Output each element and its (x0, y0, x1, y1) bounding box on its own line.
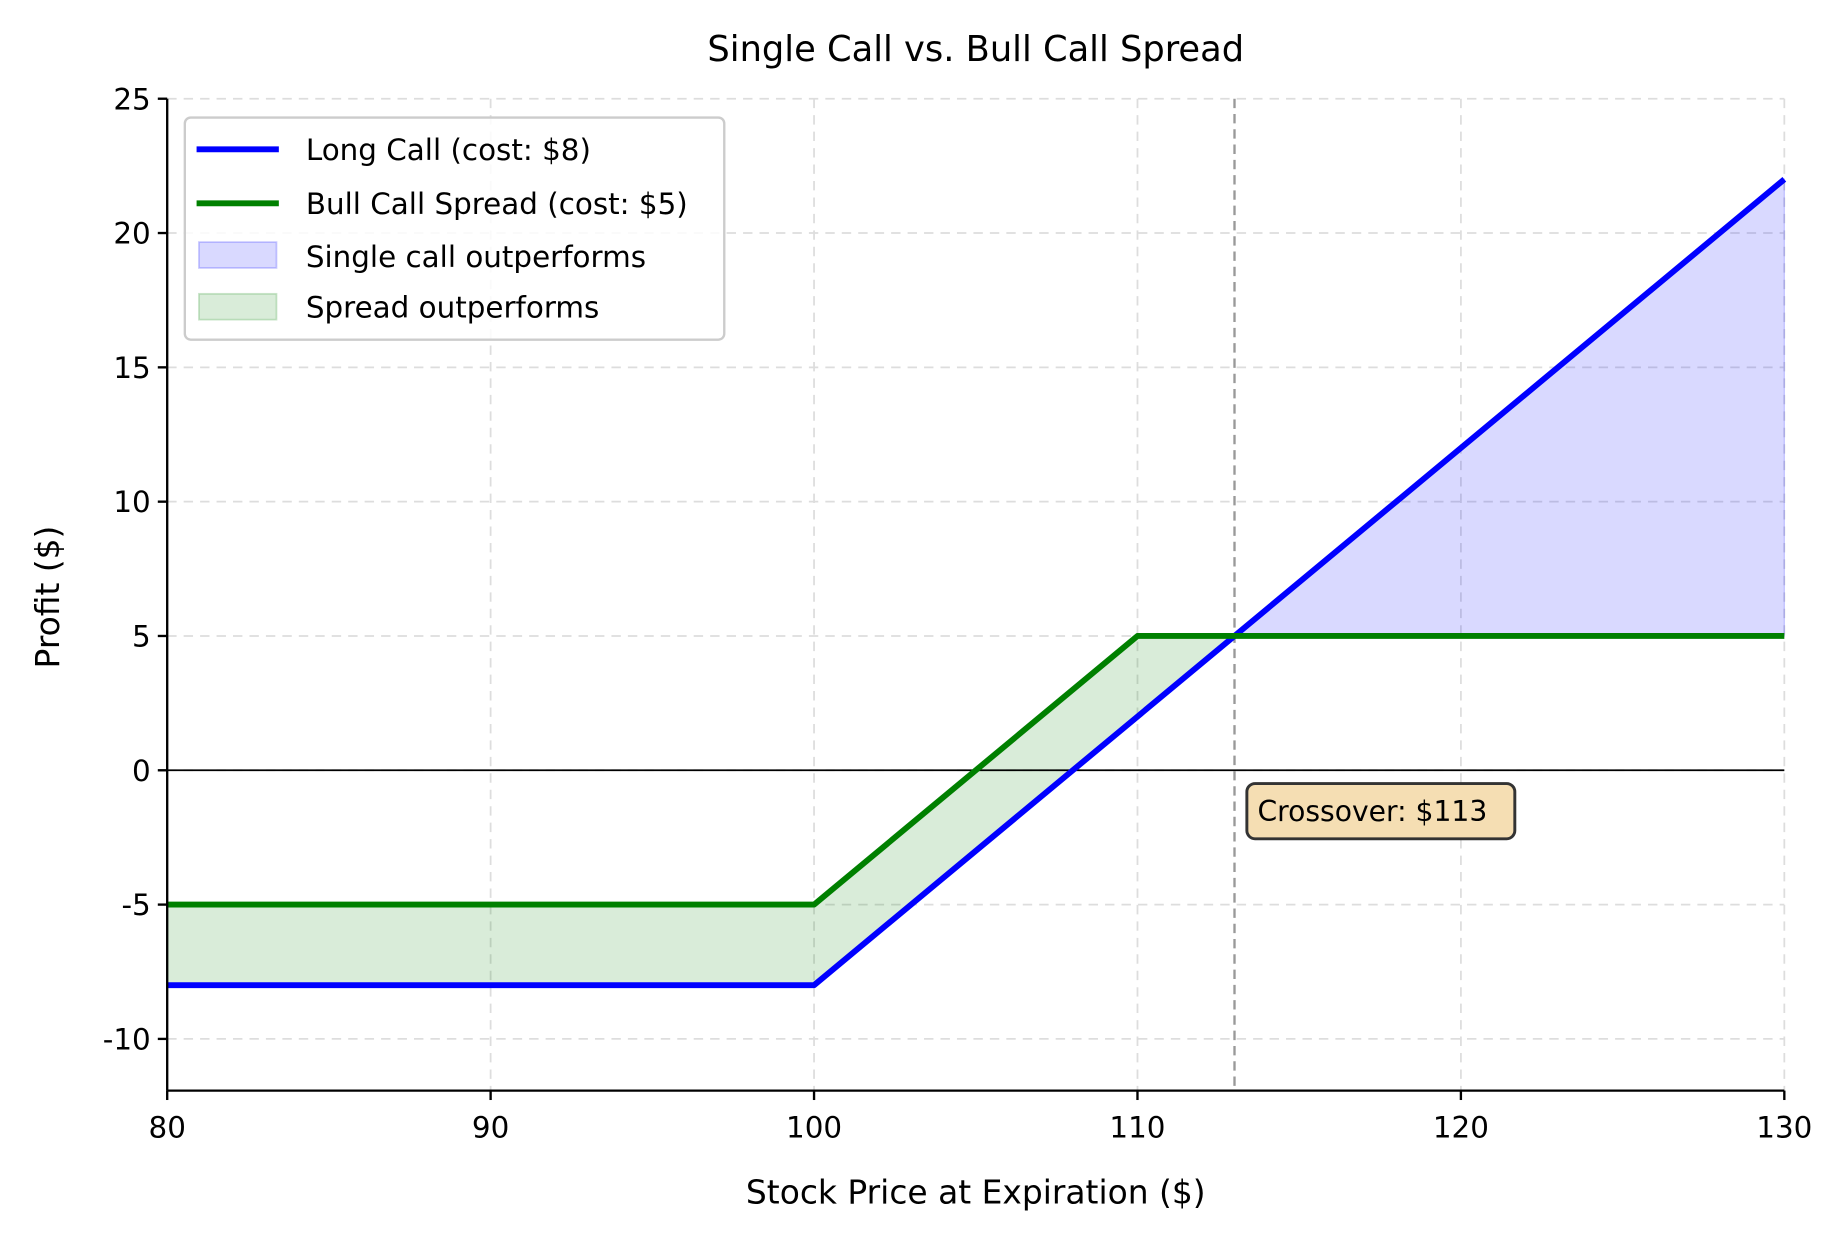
y-tick-label: -5 (121, 888, 150, 922)
axes (166, 98, 1785, 1092)
series-line-0 (167, 177, 1787, 989)
series-lines (167, 177, 1787, 989)
legend-swatch-spread-outperforms (198, 292, 278, 321)
y-tick-label: -10 (103, 1022, 151, 1056)
y-tick-label: 15 (113, 351, 150, 385)
chart-title: Single Call vs. Bull Call Spread (707, 29, 1244, 70)
legend-label-single-outperforms: Single call outperforms (306, 240, 646, 274)
legend-label-long-call: Long Call (cost: $8) (306, 133, 591, 167)
x-tick-label: 130 (1756, 1111, 1812, 1145)
y-tick-label: 20 (113, 217, 150, 251)
y-tick-label: 25 (113, 82, 150, 116)
crossover-annotation: Crossover: $113 (1245, 782, 1517, 841)
x-axis-label: Stock Price at Expiration ($) (746, 1172, 1206, 1211)
series-line-1 (167, 633, 1785, 908)
x-tick-label: 120 (1433, 1111, 1489, 1145)
y-ticks: -10 -5 0 5 10 15 20 25 (103, 82, 168, 1056)
annotation-box (1245, 782, 1517, 841)
y-axis-label: Profit ($) (28, 526, 67, 669)
x-tick-label: 110 (1109, 1111, 1165, 1145)
y-tick-label: 0 (132, 754, 151, 788)
annotation-text: Crossover: $113 (1257, 795, 1487, 828)
x-tick-label: 100 (786, 1111, 842, 1145)
legend-swatch-single-outperforms (198, 241, 278, 269)
legend-label-spread: Bull Call Spread (cost: $5) (306, 187, 688, 221)
y-tick-label: 10 (113, 485, 150, 519)
legend: Long Call (cost: $8) Bull Call Spread (c… (183, 116, 726, 341)
x-ticks: 80 90 100 110 120 130 (149, 1090, 1812, 1145)
y-tick-label: 5 (132, 620, 151, 654)
x-tick-label: 80 (149, 1111, 186, 1145)
legend-label-spread-outperforms: Spread outperforms (306, 290, 599, 324)
x-tick-label: 90 (472, 1111, 509, 1145)
